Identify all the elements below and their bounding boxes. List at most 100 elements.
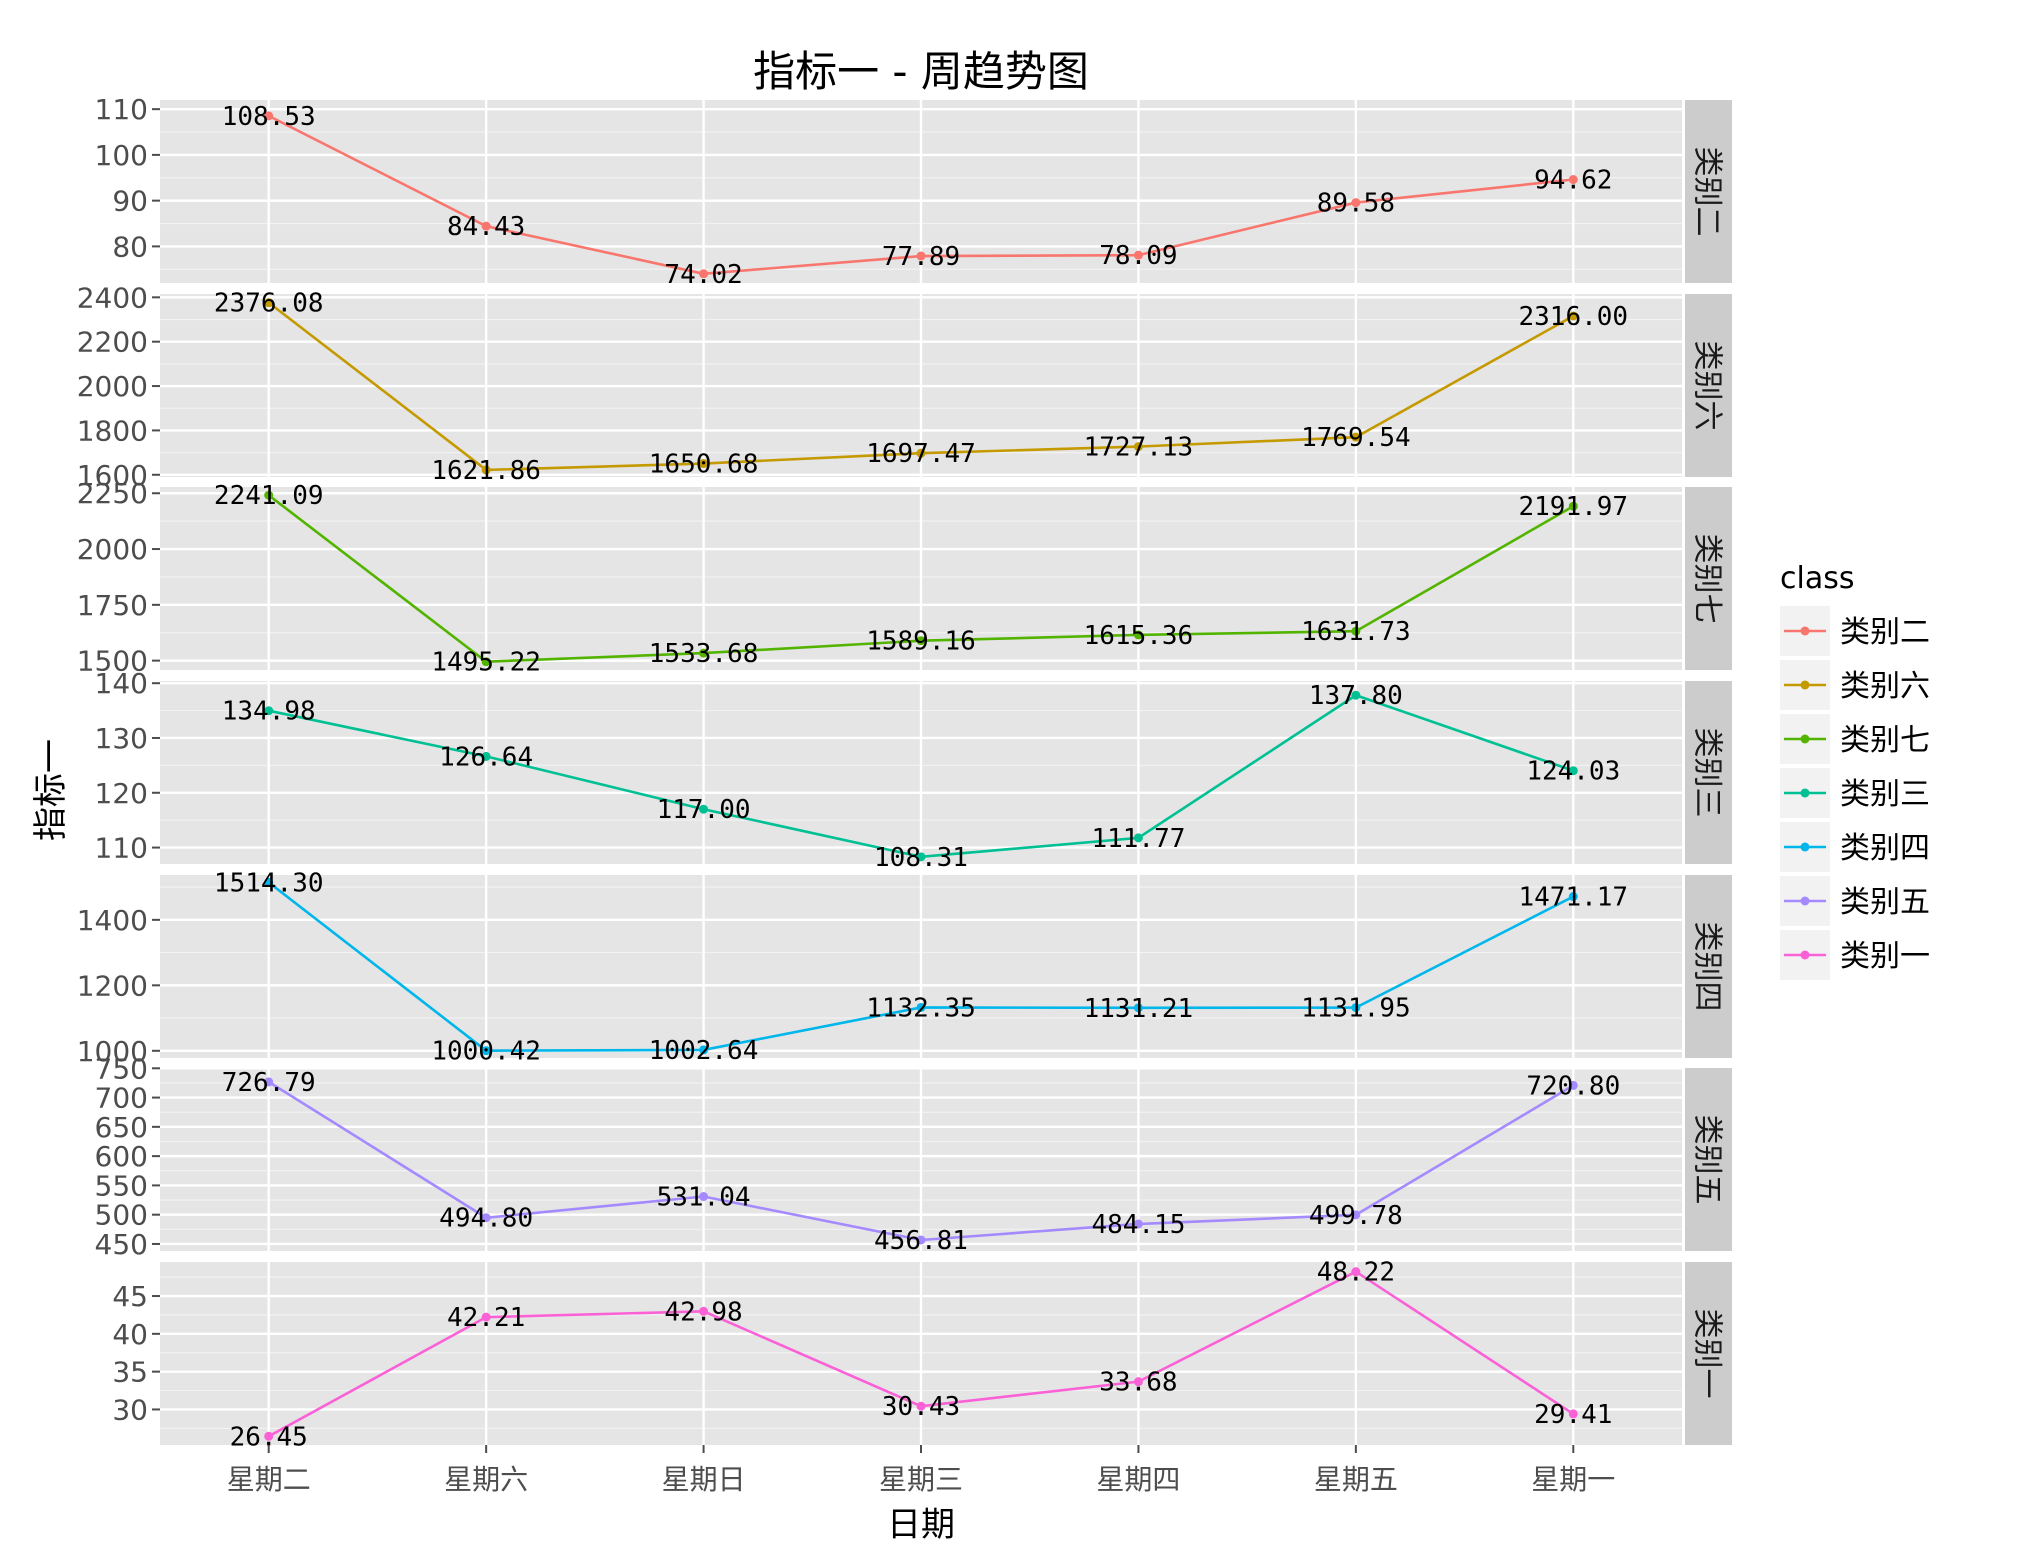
data-point — [1568, 766, 1578, 776]
data-label: 30.43 — [882, 1392, 960, 1422]
data-label: 33.68 — [1099, 1368, 1177, 1398]
legend-label: 类别一 — [1840, 939, 1930, 974]
data-label: 77.89 — [882, 242, 960, 272]
data-point — [264, 877, 274, 887]
data-point — [1351, 690, 1361, 700]
data-point — [916, 1401, 926, 1411]
data-label: 117.00 — [657, 795, 751, 825]
facet-strip — [1685, 875, 1732, 1058]
data-label: 1131.21 — [1084, 994, 1194, 1024]
y-tick-label: 1000 — [77, 1035, 148, 1068]
facet-strip-label: 类别一 — [1690, 1309, 1725, 1399]
data-label: 78.09 — [1099, 241, 1177, 271]
data-point — [1351, 1003, 1361, 1013]
data-label: 111.77 — [1091, 824, 1185, 854]
y-tick-label: 35 — [112, 1356, 148, 1389]
data-label: 1650.68 — [649, 450, 759, 480]
data-point — [264, 298, 274, 308]
data-point — [264, 706, 274, 716]
facet-strip-label: 类别五 — [1690, 1115, 1725, 1205]
x-tick-label: 星期三 — [879, 1463, 963, 1496]
data-point — [916, 1235, 926, 1245]
data-point — [264, 111, 274, 121]
data-label: 126.64 — [439, 742, 533, 772]
y-axis-title: 指标一 — [31, 739, 71, 841]
facet-panel-5: 1000 1200 1400 1514.30 1000.42 1002.64 1132.35… — [77, 868, 1732, 1068]
data-point — [264, 1431, 274, 1441]
data-label: 108.31 — [874, 843, 968, 873]
legend-item: 类别四 — [1780, 822, 1930, 872]
legend-item: 类别二 — [1780, 606, 1930, 656]
facet-strip-label: 类别三 — [1690, 728, 1725, 818]
data-point — [1133, 1003, 1143, 1013]
y-tick-label: 2000 — [77, 533, 148, 566]
legend-label: 类别六 — [1840, 669, 1930, 704]
y-tick-label: 1400 — [77, 904, 148, 937]
data-label: 456.81 — [874, 1226, 968, 1256]
x-tick-label: 星期一 — [1531, 1463, 1615, 1496]
y-tick-label: 45 — [112, 1280, 148, 1313]
facet-strip — [1685, 1262, 1732, 1445]
legend-point — [1800, 896, 1810, 906]
data-label: 2376.08 — [214, 289, 324, 319]
y-tick-label: 450 — [95, 1228, 148, 1261]
data-point — [699, 1045, 709, 1055]
facet-panel-2: 1600 1800 2000 2200 2400 2376.08 1621.86 1650.6… — [77, 281, 1732, 492]
facet-strip-label: 类别六 — [1690, 341, 1725, 431]
data-label: 89.58 — [1317, 189, 1395, 219]
y-tick-label: 110 — [95, 93, 148, 126]
data-point — [699, 1192, 709, 1202]
data-label: 1697.47 — [866, 439, 976, 469]
data-point — [916, 852, 926, 862]
data-label: 2241.09 — [214, 481, 324, 511]
x-tick-label: 星期五 — [1314, 1463, 1398, 1496]
facet-panel-3: 1500 1750 2000 2250 2241.09 1495.22 1533.68 158… — [77, 477, 1732, 678]
data-label: 1495.22 — [431, 648, 541, 678]
y-tick-label: 80 — [112, 230, 148, 263]
data-label: 499.78 — [1309, 1201, 1403, 1231]
data-point — [481, 1312, 491, 1322]
legend-point — [1800, 788, 1810, 798]
legend-point — [1800, 842, 1810, 852]
y-tick-label: 110 — [95, 832, 148, 865]
data-point — [1351, 1210, 1361, 1220]
data-label: 1631.73 — [1301, 617, 1411, 647]
legend-label: 类别三 — [1840, 777, 1930, 812]
x-tick-label: 星期日 — [662, 1463, 746, 1496]
facet-strip — [1685, 681, 1732, 864]
data-label: 29.41 — [1534, 1400, 1612, 1430]
data-label: 2191.97 — [1518, 492, 1628, 522]
legend-label: 类别二 — [1840, 615, 1930, 650]
data-label: 1589.16 — [866, 627, 976, 657]
data-label: 134.98 — [222, 697, 316, 727]
y-tick-label: 1750 — [77, 589, 148, 622]
y-tick-label: 600 — [95, 1140, 148, 1173]
chart-title: 指标一 - 周趋势图 — [753, 47, 1089, 96]
legend-item: 类别五 — [1780, 876, 1930, 926]
y-tick-label: 100 — [95, 139, 148, 172]
x-axis-title: 日期 — [887, 1505, 955, 1545]
data-label: 1769.54 — [1301, 423, 1411, 453]
data-label: 42.98 — [664, 1297, 742, 1327]
y-tick-label: 2250 — [77, 477, 148, 510]
data-point — [1351, 432, 1361, 442]
y-tick-label: 130 — [95, 722, 148, 755]
y-tick-label: 550 — [95, 1169, 148, 1202]
y-tick-label: 1200 — [77, 969, 148, 1002]
y-tick-label: 1500 — [77, 645, 148, 678]
legend-point — [1800, 680, 1810, 690]
data-point — [481, 465, 491, 475]
data-label: 531.04 — [657, 1183, 751, 1213]
x-tick-label: 星期四 — [1096, 1463, 1180, 1496]
data-label: 94.62 — [1534, 166, 1612, 196]
data-label: 48.22 — [1317, 1258, 1395, 1288]
data-point — [699, 269, 709, 279]
data-label: 494.80 — [439, 1204, 533, 1234]
x-tick-label: 星期二 — [227, 1463, 311, 1496]
legend-item: 类别三 — [1780, 768, 1930, 818]
y-tick-label: 1800 — [77, 414, 148, 447]
data-label: 2316.00 — [1518, 302, 1628, 332]
